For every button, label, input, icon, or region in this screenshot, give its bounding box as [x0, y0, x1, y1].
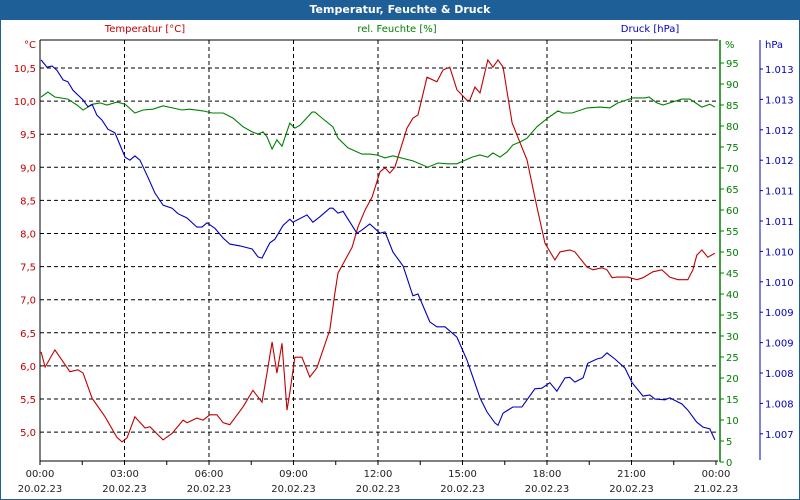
temperature-tick-label: 7,0: [20, 296, 36, 307]
legend-temperature: Temperatur [°C]: [104, 24, 186, 35]
humidity-tick-label: 25: [726, 353, 739, 364]
x-tick-time-label: 15:00: [448, 469, 477, 480]
pressure-tick-label: 1.008: [765, 369, 794, 380]
x-tick-time-label: 18:00: [533, 469, 562, 480]
humidity-tick-label: 30: [726, 332, 739, 343]
legend-pressure: Druck [hPa]: [620, 24, 680, 35]
pressure-tick-label: 1.013: [765, 65, 794, 76]
pressure-tick-label: 1.008: [765, 399, 794, 410]
pressure-tick-label: 1.012: [765, 126, 794, 137]
temperature-tick-label: 6,0: [20, 362, 36, 373]
humidity-tick-label: 45: [726, 269, 739, 280]
x-tick-time-label: 12:00: [364, 469, 393, 480]
x-tick-date-label: 20.02.23: [525, 484, 570, 495]
humidity-tick-label: 85: [726, 101, 739, 112]
x-tick-date-label: 20.02.23: [609, 484, 654, 495]
pressure-tick-label: 1.013: [765, 95, 794, 106]
humidity-tick-label: 35: [726, 311, 739, 322]
pressure-tick-label: 1.007: [765, 430, 794, 441]
humidity-tick-label: 15: [726, 395, 739, 406]
temperature-tick-label: 5,0: [20, 428, 36, 439]
humidity-tick-label: 80: [726, 122, 739, 133]
humidity-tick-label: 70: [726, 164, 739, 175]
pressure-tick-label: 1.009: [765, 308, 794, 319]
pressure-tick-label: 1.011: [765, 217, 794, 228]
chart-title: Temperatur, Feuchte & Druck: [0, 0, 800, 20]
x-tick-time-label: 06:00: [195, 469, 224, 480]
temperature-tick-label: 9,5: [20, 130, 36, 141]
x-tick-time-label: 00:00: [702, 469, 731, 480]
humidity-tick-label: 10: [726, 416, 739, 427]
humidity-tick-label: 20: [726, 374, 739, 385]
temperature-tick-label: 8,5: [20, 196, 36, 207]
pressure-tick-label: 1.010: [765, 247, 794, 258]
x-tick-time-label: 00:00: [26, 469, 55, 480]
temperature-unit-label: °C: [24, 40, 36, 51]
humidity-tick-label: 5: [726, 437, 732, 448]
humidity-tick-label: 0: [726, 458, 732, 469]
x-tick-date-label: 20.02.23: [187, 484, 232, 495]
temperature-tick-label: 8,0: [20, 230, 36, 241]
x-tick-time-label: 03:00: [110, 469, 139, 480]
pressure-tick-label: 1.011: [765, 187, 794, 198]
x-tick-date-label: 20.02.23: [102, 484, 147, 495]
temperature-tick-label: 9,0: [20, 163, 36, 174]
humidity-tick-label: 65: [726, 185, 739, 196]
legend-humidity: rel. Feuchte [%]: [357, 24, 437, 35]
x-tick-date-label: 20.02.23: [18, 484, 63, 495]
temperature-tick-label: 6,5: [20, 329, 36, 340]
pressure-unit-label: hPa: [765, 40, 783, 51]
humidity-tick-label: 75: [726, 143, 739, 154]
humidity-tick-label: 95: [726, 59, 739, 70]
humidity-tick-label: 55: [726, 227, 739, 238]
pressure-tick-label: 1.010: [765, 278, 794, 289]
pressure-tick-label: 1.009: [765, 339, 794, 350]
temperature-tick-label: 7,5: [20, 263, 36, 274]
x-tick-date-label: 21.02.23: [694, 484, 739, 495]
humidity-tick-label: 90: [726, 80, 739, 91]
x-tick-date-label: 20.02.23: [356, 484, 401, 495]
temperature-series-line: [40, 58, 716, 443]
pressure-tick-label: 1.012: [765, 156, 794, 167]
temperature-tick-label: 10,0: [14, 97, 36, 108]
pressure-series-line: [40, 59, 716, 441]
humidity-tick-label: 60: [726, 206, 739, 217]
humidity-unit-label: %: [725, 40, 735, 51]
x-tick-time-label: 09:00: [279, 469, 308, 480]
humidity-tick-label: 50: [726, 248, 739, 259]
humidity-series-line: [40, 91, 716, 168]
temperature-tick-label: 10,5: [14, 64, 36, 75]
temperature-tick-label: 5,5: [20, 395, 36, 406]
x-tick-date-label: 20.02.23: [271, 484, 316, 495]
x-tick-date-label: 20.02.23: [440, 484, 485, 495]
x-tick-time-label: 21:00: [617, 469, 646, 480]
humidity-tick-label: 40: [726, 290, 739, 301]
